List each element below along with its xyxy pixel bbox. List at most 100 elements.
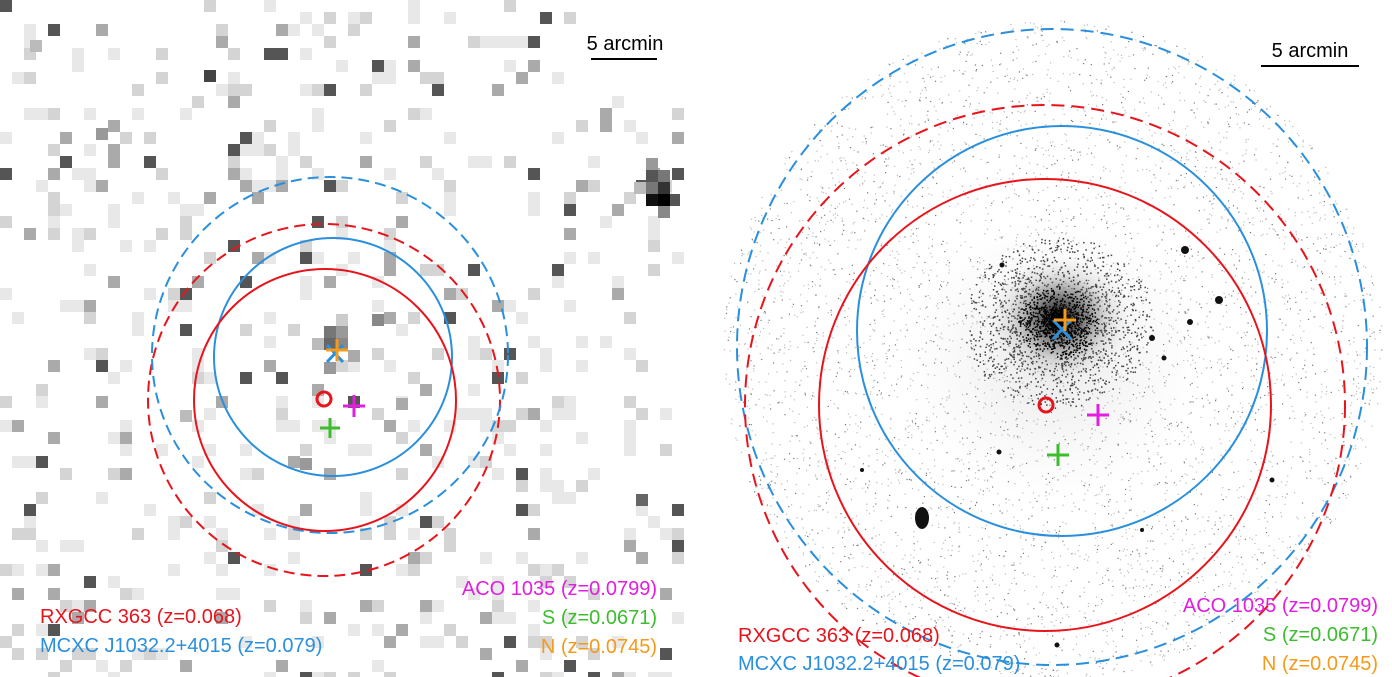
photon xyxy=(1227,539,1229,541)
photon xyxy=(754,309,756,311)
photon xyxy=(1089,74,1091,77)
photon xyxy=(735,381,737,384)
photon xyxy=(947,130,949,132)
photon xyxy=(748,328,751,330)
photon xyxy=(815,419,817,421)
photon xyxy=(1363,338,1365,341)
photon xyxy=(841,268,843,270)
photon xyxy=(1034,26,1036,28)
photon xyxy=(1207,520,1209,522)
photon xyxy=(1083,24,1085,26)
photon xyxy=(794,314,796,316)
photon xyxy=(770,457,772,459)
photon xyxy=(892,591,894,593)
photon xyxy=(1211,471,1214,473)
noise-pixel xyxy=(636,408,648,420)
photon xyxy=(919,100,921,102)
photon xyxy=(1221,168,1223,170)
photon xyxy=(837,214,839,216)
photon xyxy=(883,342,885,345)
photon xyxy=(1010,672,1012,674)
photon xyxy=(1304,359,1306,361)
photon xyxy=(893,613,895,616)
cluster-pixel xyxy=(348,350,360,362)
photon xyxy=(1148,613,1150,615)
photon xyxy=(1143,579,1145,581)
photon xyxy=(1287,281,1289,283)
photon xyxy=(1174,614,1176,616)
photon xyxy=(1228,183,1230,185)
photon xyxy=(739,324,741,326)
noise-pixel xyxy=(564,204,576,216)
photon xyxy=(819,243,821,245)
photon xyxy=(959,232,961,235)
photon xyxy=(752,388,754,390)
photon xyxy=(1191,543,1193,546)
photon xyxy=(886,126,888,128)
noise-pixel xyxy=(588,468,600,480)
photon xyxy=(1211,336,1213,339)
noise-pixel xyxy=(180,228,192,240)
photon xyxy=(1181,275,1183,277)
photon xyxy=(789,276,792,278)
photon xyxy=(1324,459,1326,461)
photon xyxy=(905,189,907,191)
photon xyxy=(848,108,850,110)
photon xyxy=(986,228,989,230)
photon xyxy=(1142,47,1144,49)
photon xyxy=(1289,536,1291,538)
photon xyxy=(1105,70,1107,73)
noise-pixel xyxy=(600,216,612,228)
noise-pixel xyxy=(528,624,540,636)
photon xyxy=(993,200,995,202)
photon xyxy=(845,346,847,348)
noise-pixel xyxy=(312,120,324,132)
photon xyxy=(942,196,944,198)
photon xyxy=(820,186,822,188)
noise-pixel xyxy=(252,132,264,144)
noise-pixel xyxy=(660,672,672,677)
photon xyxy=(1215,103,1217,105)
photon xyxy=(1013,635,1015,637)
photon xyxy=(811,281,814,283)
photon xyxy=(886,358,888,360)
photon xyxy=(1012,178,1014,180)
photon xyxy=(1086,673,1088,675)
photon xyxy=(844,424,847,426)
photon xyxy=(1125,591,1127,593)
photon xyxy=(881,413,883,415)
photon xyxy=(1324,233,1326,235)
photon xyxy=(1041,616,1043,618)
photon xyxy=(855,477,857,480)
photon xyxy=(978,553,980,555)
photon xyxy=(834,240,836,242)
photon xyxy=(1059,555,1062,557)
photon xyxy=(824,369,826,371)
photon xyxy=(1221,526,1223,528)
photon xyxy=(1030,216,1032,218)
photon xyxy=(919,468,921,470)
photon xyxy=(1282,229,1284,231)
photon xyxy=(968,144,970,147)
photon xyxy=(873,601,875,603)
photon xyxy=(1016,135,1018,137)
photon xyxy=(1097,531,1099,533)
photon xyxy=(769,394,771,397)
photon xyxy=(1221,362,1223,364)
photon xyxy=(1370,373,1372,375)
photon xyxy=(930,269,932,271)
photon xyxy=(1291,376,1293,378)
noise-pixel xyxy=(408,0,420,12)
photon xyxy=(873,613,875,616)
photon xyxy=(1219,369,1221,371)
photon xyxy=(1247,459,1249,461)
photon xyxy=(1122,96,1124,98)
photon xyxy=(1027,623,1029,626)
noise-pixel xyxy=(624,540,636,552)
photon xyxy=(760,319,762,321)
photon xyxy=(880,245,882,247)
left-s-plus-marker xyxy=(320,418,340,438)
photon xyxy=(1263,264,1265,266)
photon xyxy=(910,276,912,278)
photon xyxy=(1214,342,1216,344)
